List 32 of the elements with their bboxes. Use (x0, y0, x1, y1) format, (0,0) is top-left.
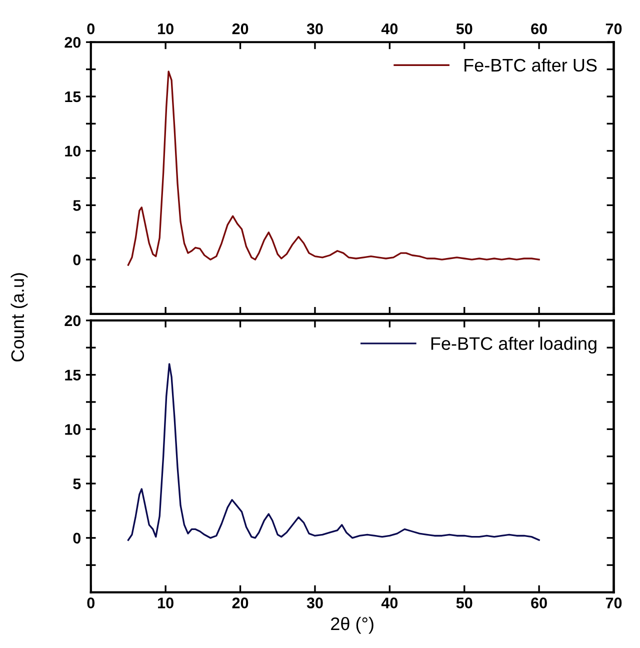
x-tick-label: 40 (381, 23, 398, 34)
y-tick-label: 15 (65, 370, 81, 380)
line-series (127, 363, 540, 541)
y-tick-label: 5 (73, 200, 81, 211)
legend-label: Fe-BTC after loading (431, 336, 596, 354)
x-tick-label: 40 (381, 598, 398, 608)
legend-label: Fe-BTC after US (464, 58, 597, 72)
y-tick-label: 15 (65, 92, 81, 102)
x-tick-label: 0 (87, 598, 95, 608)
x-tick-label: 30 (306, 598, 323, 608)
line-series (127, 70, 540, 266)
x-tick-label: 20 (232, 23, 248, 34)
x-tick-label: 70 (606, 598, 622, 608)
x-tick-label: 60 (531, 598, 547, 608)
x-tick-label: 10 (158, 23, 174, 34)
y-tick-label: 20 (64, 315, 81, 326)
x-tick-label: 60 (531, 23, 547, 34)
y-tick-label: 5 (73, 478, 81, 490)
y-tick-label: 10 (65, 146, 81, 157)
y-tick-label: 0 (73, 532, 81, 544)
y-tick-label: 20 (64, 36, 81, 48)
y-axis-title: Count (a.u) (10, 273, 28, 362)
x-tick-label: 70 (606, 23, 622, 34)
y-tick-label: 10 (65, 424, 81, 435)
y-tick-label: 0 (73, 254, 81, 266)
x-tick-label: 0 (87, 23, 95, 34)
x-tick-label: 50 (456, 23, 472, 34)
x-tick-label: 50 (456, 598, 472, 608)
x-tick-label: 10 (158, 598, 174, 608)
x-tick-label: 30 (306, 23, 323, 34)
x-axis-title: 2θ (°) (331, 616, 374, 634)
x-tick-label: 20 (232, 598, 248, 608)
